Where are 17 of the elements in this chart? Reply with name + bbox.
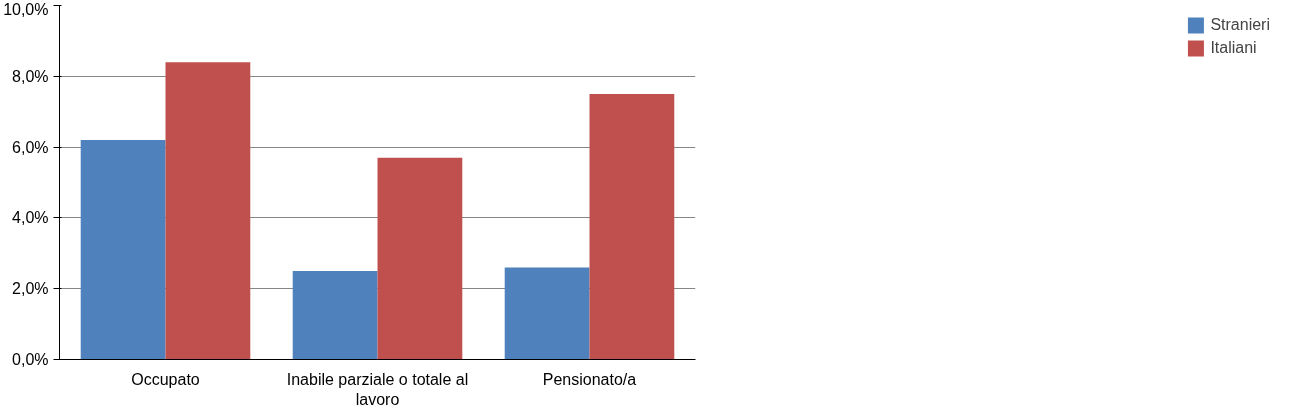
legend-label: Stranieri <box>1210 16 1270 34</box>
bar <box>165 62 251 360</box>
y-tick-label: 0,0% <box>12 351 49 368</box>
y-tick-label: 2,0% <box>12 280 49 298</box>
bar <box>504 267 590 360</box>
bar <box>80 140 166 360</box>
x-tick-label: Inabile parziale o totale al lavoro <box>286 370 469 408</box>
bar <box>377 157 463 360</box>
bar <box>292 271 378 360</box>
y-tick-label: 8,0% <box>12 67 49 85</box>
x-tick-label: Pensionato/a <box>542 370 637 388</box>
y-tick-label: 6,0% <box>12 138 49 156</box>
bar <box>589 94 675 360</box>
y-tick-label: 10,0% <box>3 0 49 18</box>
x-tick-label: Occupato <box>131 370 200 388</box>
y-tick-label: 4,0% <box>12 209 49 227</box>
legend-label: Italiani <box>1210 39 1257 57</box>
